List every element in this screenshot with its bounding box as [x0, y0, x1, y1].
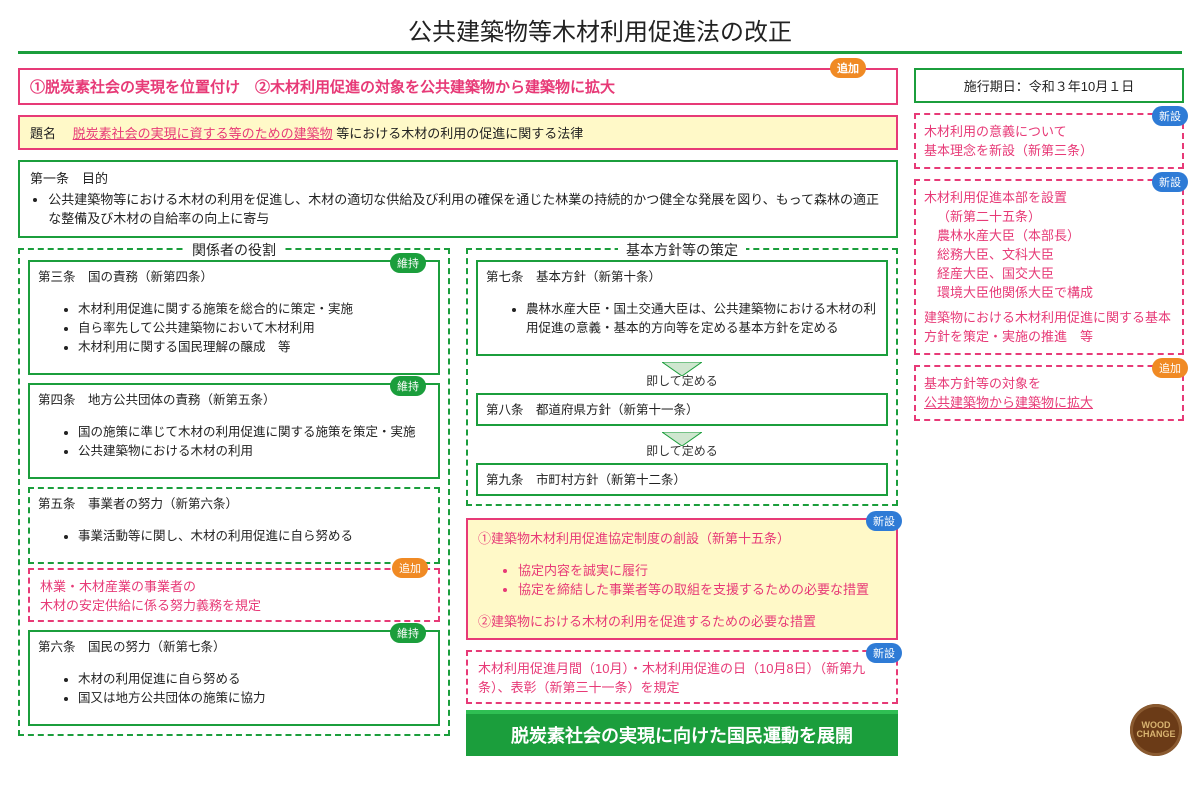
- policy-title: 基本方針等の策定: [618, 240, 746, 260]
- arrow-down-2: 即して定める: [476, 432, 888, 459]
- badge-maintain: 維持: [390, 623, 426, 643]
- creation-li1: 協定内容を誠実に履行: [518, 560, 886, 579]
- policy-column: 基本方針等の策定 第七条 基本方針（新第十条） 農林水産大臣・国土交通大臣は、公…: [466, 248, 898, 756]
- s2-l5: 経産大臣、国交大臣: [924, 263, 1174, 282]
- badge-new: 新設: [866, 511, 902, 531]
- article-5-box: 第五条 事業者の努力（新第六条） 事業活動等に関し、木材の利用促進に自ら努める: [28, 487, 440, 564]
- s2-l3: 農林水産大臣（本部長）: [924, 225, 1174, 244]
- badge-maintain: 維持: [390, 253, 426, 273]
- sidebar-s1: 新設 木材利用の意義について 基本理念を新設（新第三条）: [914, 113, 1184, 169]
- badge-add: 追加: [830, 58, 866, 78]
- summary-banner: 追加 ①脱炭素社会の実現を位置付け ②木材利用促進の対象を公共建築物から建築物に…: [18, 68, 898, 105]
- article-9-box: 第九条 市町村方針（新第十二条）: [476, 463, 888, 496]
- article-1-body: 公共建築物等における木材の利用を促進し、木材の適切な供給及び利用の確保を通じた林…: [48, 189, 886, 227]
- article-7-box: 第七条 基本方針（新第十条） 農林水産大臣・国土交通大臣は、公共建築物における木…: [476, 260, 888, 356]
- law-title-lead: 題名: [30, 126, 69, 141]
- article-6-head: 第六条 国民の努力（新第七条）: [38, 636, 430, 655]
- s2-l7: 建築物における木材利用促進に関する基本方針を策定・実施の推進 等: [924, 307, 1174, 345]
- main-grid: 追加 ①脱炭素社会の実現を位置付け ②木材利用促進の対象を公共建築物から建築物に…: [18, 68, 1182, 756]
- article-1-box: 第一条 目的 公共建築物等における木材の利用を促進し、木材の適切な供給及び利用の…: [18, 160, 898, 238]
- month-box: 新設 木材利用促進月間（10月）・木材利用促進の日（10月8日）（新第九条）、表…: [466, 650, 898, 704]
- roles-column: 関係者の役割 維持 第三条 国の責務（新第四条） 木材利用促進に関する施策を総合…: [18, 248, 450, 756]
- s3-l1: 基本方針等の対象を: [924, 373, 1174, 392]
- a3-li1: 木材利用促進に関する施策を総合的に策定・実施: [78, 298, 430, 317]
- two-col: 関係者の役割 維持 第三条 国の責務（新第四条） 木材利用促進に関する施策を総合…: [18, 248, 898, 756]
- badge-add: 追加: [392, 558, 428, 578]
- badge-new: 新設: [1152, 172, 1188, 192]
- badge-new: 新設: [1152, 106, 1188, 126]
- a3-li2: 自ら率先して公共建築物において木材利用: [78, 317, 430, 336]
- creation-li2: 協定を締結した事業者等の取組を支援するための必要な措置: [518, 579, 886, 598]
- page-title: 公共建築物等木材利用促進法の改正: [18, 12, 1182, 47]
- article-3-head: 第三条 国の責務（新第四条）: [38, 266, 430, 285]
- a6-li2: 国又は地方公共団体の施策に協力: [78, 687, 430, 706]
- s3-l2: 公共建築物から建築物に拡大: [924, 392, 1174, 411]
- logo-text: WOOD CHANGE: [1136, 721, 1175, 740]
- article-7-head: 第七条 基本方針（新第十条）: [486, 266, 878, 285]
- article-9-text: 第九条 市町村方針（新第十二条）: [486, 473, 686, 487]
- a7-body: 農林水産大臣・国土交通大臣は、公共建築物における木材の利用促進の意義・基本的方向…: [526, 298, 878, 336]
- wood-change-logo: WOOD CHANGE: [1130, 704, 1182, 756]
- creation-l1: ①建築物木材利用促進協定制度の創設（新第十五条）: [478, 528, 886, 547]
- s2-l6: 環境大臣他関係大臣で構成: [924, 282, 1174, 301]
- law-title-underlined: 脱炭素社会の実現に資する等のための建築物: [73, 126, 333, 141]
- article-4-head: 第四条 地方公共団体の責務（新第五条）: [38, 389, 430, 408]
- a6-li1: 木材の利用促進に自ら努める: [78, 668, 430, 687]
- summary-text: ①脱炭素社会の実現を位置付け ②木材利用促進の対象を公共建築物から建築物に拡大: [30, 79, 615, 96]
- roles-wrap: 関係者の役割 維持 第三条 国の責務（新第四条） 木材利用促進に関する施策を総合…: [18, 248, 450, 736]
- a4-li1: 国の施策に準じて木材の利用促進に関する施策を策定・実施: [78, 421, 430, 440]
- article-8-text: 第八条 都道府県方針（新第十一条）: [486, 403, 699, 417]
- s2-l2: （新第二十五条）: [924, 206, 1174, 225]
- article-8-box: 第八条 都道府県方針（新第十一条）: [476, 393, 888, 426]
- law-title-box: 題名 脱炭素社会の実現に資する等のための建築物 等における木材の利用の促進に関す…: [18, 115, 898, 150]
- s2-l4: 総務大臣、文科大臣: [924, 244, 1174, 263]
- badge-new: 新設: [866, 643, 902, 663]
- article-6-box: 維持 第六条 国民の努力（新第七条） 木材の利用促進に自ら努める 国又は地方公共…: [28, 630, 440, 726]
- s1-l1: 木材利用の意義について: [924, 121, 1174, 140]
- s2-l1: 木材利用促進本部を設置: [924, 187, 1174, 206]
- creation-box: 新設 ①建築物木材利用促進協定制度の創設（新第十五条） 協定内容を誠実に履行 協…: [466, 518, 898, 640]
- a4-li2: 公共建築物における木材の利用: [78, 440, 430, 459]
- s1-l2: 基本理念を新設（新第三条）: [924, 140, 1174, 159]
- creation-l2: ②建築物における木材の利用を促進するための必要な措置: [478, 611, 886, 630]
- a5add-l2: 木材の安定供給に係る努力義務を規定: [40, 595, 428, 614]
- sidebar-s2: 新設 木材利用促進本部を設置 （新第二十五条） 農林水産大臣（本部長） 総務大臣…: [914, 179, 1184, 355]
- left-column: 追加 ①脱炭素社会の実現を位置付け ②木材利用促進の対象を公共建築物から建築物に…: [18, 68, 898, 756]
- a5-li1: 事業活動等に関し、木材の利用促進に自ら努める: [78, 525, 430, 544]
- a5add-l1: 林業・木材産業の事業者の: [40, 576, 428, 595]
- a3-li3: 木材利用に関する国民理解の醸成 等: [78, 336, 430, 355]
- sidebar-s3: 追加 基本方針等の対象を 公共建築物から建築物に拡大: [914, 365, 1184, 421]
- badge-add: 追加: [1152, 358, 1188, 378]
- article-3-box: 維持 第三条 国の責務（新第四条） 木材利用促進に関する施策を総合的に策定・実施…: [28, 260, 440, 375]
- arrow-label-2: 即して定める: [646, 442, 718, 459]
- arrow-down-1: 即して定める: [476, 362, 888, 389]
- month-text: 木材利用促進月間（10月）・木材利用促進の日（10月8日）（新第九条）、表彰（新…: [478, 661, 865, 695]
- article-1-head: 第一条 目的: [30, 168, 886, 187]
- policy-wrap: 基本方針等の策定 第七条 基本方針（新第十条） 農林水産大臣・国土交通大臣は、公…: [466, 248, 898, 506]
- title-rule: [18, 51, 1182, 54]
- law-title-rest: 等における木材の利用の促進に関する法律: [336, 126, 583, 141]
- article-5-head: 第五条 事業者の努力（新第六条）: [38, 493, 430, 512]
- article-4-box: 維持 第四条 地方公共団体の責務（新第五条） 国の施策に準じて木材の利用促進に関…: [28, 383, 440, 479]
- effective-date-box: 施行期日：令和３年10月１日: [914, 68, 1184, 103]
- badge-maintain: 維持: [390, 376, 426, 396]
- sidebar: 施行期日：令和３年10月１日 新設 木材利用の意義について 基本理念を新設（新第…: [914, 68, 1184, 756]
- article-5-add-box: 追加 林業・木材産業の事業者の 木材の安定供給に係る努力義務を規定: [28, 568, 440, 622]
- roles-title: 関係者の役割: [184, 240, 284, 260]
- arrow-label-1: 即して定める: [646, 372, 718, 389]
- final-banner: 脱炭素社会の実現に向けた国民運動を展開: [466, 710, 898, 756]
